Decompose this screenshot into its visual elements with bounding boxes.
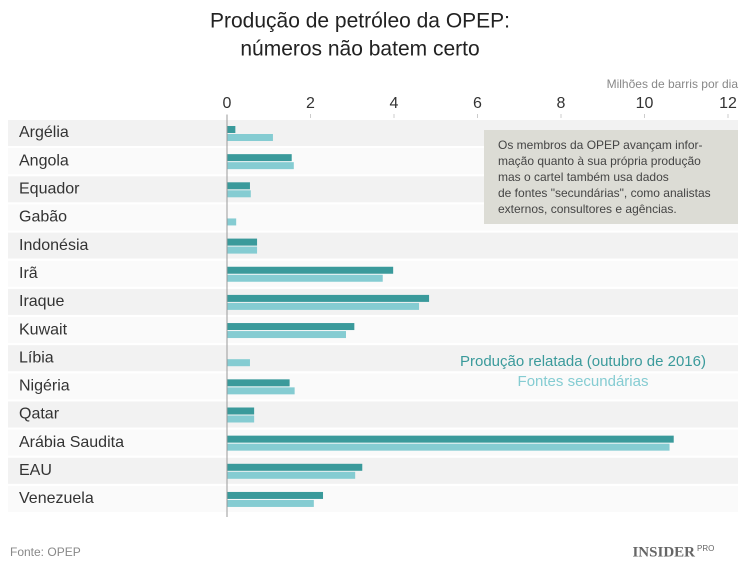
annotation-text: de fontes "secundárias", como analistas <box>498 186 711 200</box>
row-band <box>8 232 738 259</box>
row-band <box>8 485 738 512</box>
bar <box>227 415 255 423</box>
bar <box>227 154 292 162</box>
source: Fonte: OPEP <box>10 545 81 559</box>
y-tick-label: Qatar <box>19 406 60 423</box>
logo: INSIDER <box>632 544 695 560</box>
bar <box>227 323 355 331</box>
y-tick-label: Irã <box>19 265 38 282</box>
y-tick-label: Gabão <box>19 209 67 226</box>
x-tick-label: 8 <box>557 95 566 112</box>
y-tick-label: Iraque <box>19 293 64 310</box>
x-tick-label: 6 <box>473 95 482 112</box>
row-band <box>8 317 738 344</box>
row-band <box>8 401 738 428</box>
bar <box>227 379 290 387</box>
row-band <box>8 345 738 372</box>
bar <box>227 331 346 339</box>
bar <box>227 162 294 170</box>
y-tick-label: Angola <box>19 152 69 169</box>
x-tick-label: 10 <box>636 95 654 112</box>
x-tick-label: 2 <box>306 95 315 112</box>
annotation-text: mas o cartel também usa dados <box>498 170 669 184</box>
bar <box>227 190 251 198</box>
axis-label: Milhões de barris por dia <box>607 77 739 91</box>
x-tick-label: 0 <box>223 95 232 112</box>
bar <box>227 238 258 246</box>
bar <box>227 182 250 190</box>
y-tick-label: Equador <box>19 181 80 198</box>
bar <box>227 491 324 499</box>
bar <box>227 435 674 443</box>
bar <box>227 218 237 226</box>
y-tick-label: Venezuela <box>19 490 94 507</box>
bar <box>227 266 394 274</box>
bar <box>227 359 250 367</box>
logo-suffix: PRO <box>697 544 714 553</box>
y-tick-label: Nigéria <box>19 378 70 395</box>
annotation-box <box>484 130 738 224</box>
bar <box>227 463 363 471</box>
bar <box>227 407 255 415</box>
annotation-text: externos, consultores e agências. <box>498 202 677 216</box>
bar <box>227 294 430 302</box>
legend-entry: Produção relatada (outubro de 2016) <box>460 353 706 370</box>
bar <box>227 302 420 310</box>
y-tick-label: Arábia Saudita <box>19 434 124 451</box>
bar <box>227 387 295 395</box>
bar <box>227 126 236 133</box>
y-tick-label: Líbia <box>19 349 54 366</box>
row-band <box>8 373 738 400</box>
x-tick-label: 12 <box>719 95 737 112</box>
bar <box>227 499 314 507</box>
y-tick-label: Kuwait <box>19 321 68 338</box>
chart-title: números não batem certo <box>240 38 479 61</box>
row-band <box>8 457 738 484</box>
chart-title: Produção de petróleo da OPEP: <box>210 10 510 33</box>
bar <box>227 443 670 451</box>
bar <box>227 274 383 282</box>
y-tick-label: Indonésia <box>19 237 88 254</box>
y-tick-label: EAU <box>19 462 52 479</box>
bar <box>227 134 273 141</box>
annotation-text: Os membros da OPEP avançam infor- <box>498 138 703 152</box>
annotation-text: mação quanto à sua própria produção <box>498 154 701 168</box>
bar <box>227 246 258 254</box>
legend-entry: Fontes secundárias <box>518 373 649 390</box>
y-tick-label: Argélia <box>19 124 69 141</box>
bar <box>227 471 356 479</box>
x-tick-label: 4 <box>390 95 399 112</box>
